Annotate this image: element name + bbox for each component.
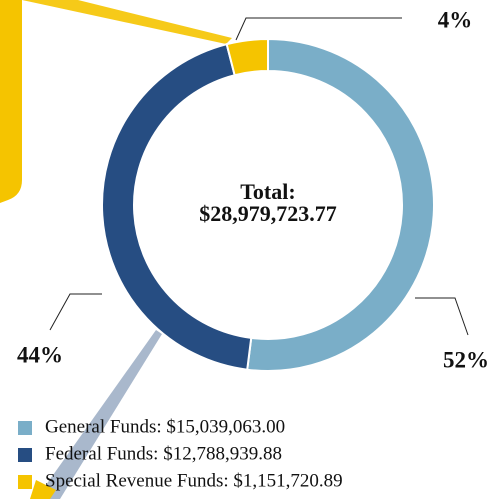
value-label: 4% xyxy=(438,7,473,32)
legend-swatch xyxy=(18,475,32,489)
legend-label: Federal Funds: $12,788,939.88 xyxy=(45,443,282,464)
leader-line xyxy=(415,297,469,336)
legend-label: Special Revenue Funds: $1,151,720.89 xyxy=(45,470,343,491)
center-value: $28,979,723.77 xyxy=(199,201,337,226)
value-label: 52% xyxy=(443,347,489,372)
value-label: 44% xyxy=(17,342,63,367)
donut-slice xyxy=(246,37,435,372)
decor-yellow-panel xyxy=(0,0,22,203)
legend-swatch xyxy=(18,421,32,435)
decor-blue-beam xyxy=(36,330,162,499)
center-title: Total: xyxy=(240,179,295,204)
decor-yellow-tip xyxy=(30,480,56,499)
legend-label: General Funds: $15,039,063.00 xyxy=(45,416,285,437)
legend-swatch xyxy=(18,448,32,462)
leader-line xyxy=(235,17,402,41)
leader-line xyxy=(49,293,102,331)
decor-yellow-beam xyxy=(22,0,232,44)
donut-slice xyxy=(225,37,269,77)
